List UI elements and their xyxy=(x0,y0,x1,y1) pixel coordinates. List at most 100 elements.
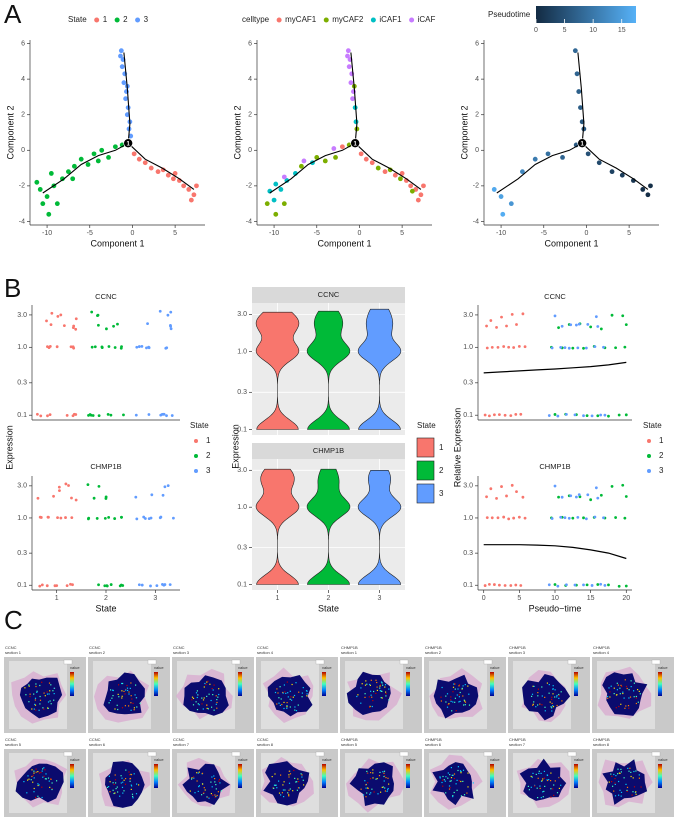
legend-label: 3 xyxy=(439,489,444,498)
spot xyxy=(558,697,560,699)
point xyxy=(497,583,501,587)
y-tick-label: 0.1 xyxy=(237,426,247,433)
spot xyxy=(537,704,539,706)
spot xyxy=(534,785,536,787)
point xyxy=(186,187,192,192)
point xyxy=(67,484,70,487)
point xyxy=(284,178,290,183)
spot xyxy=(286,707,288,709)
spot xyxy=(277,692,279,694)
point xyxy=(71,326,75,330)
spot xyxy=(462,685,464,687)
spot xyxy=(298,781,300,783)
tissue xyxy=(183,675,229,716)
spot xyxy=(628,689,630,691)
point xyxy=(59,516,63,520)
point xyxy=(34,179,40,185)
spot xyxy=(209,683,211,685)
spot xyxy=(456,779,458,781)
point xyxy=(509,584,513,587)
spot xyxy=(42,776,44,778)
spot xyxy=(450,767,452,769)
spot xyxy=(379,771,381,773)
point xyxy=(614,346,618,350)
spot xyxy=(129,780,131,782)
point xyxy=(66,169,71,175)
point xyxy=(71,345,75,349)
spot xyxy=(357,694,359,696)
y-tick-label: -2 xyxy=(473,183,479,190)
tissue xyxy=(522,674,571,721)
spot xyxy=(560,691,562,693)
branch-point xyxy=(123,138,133,148)
spot xyxy=(609,696,611,698)
point xyxy=(58,489,61,493)
spot xyxy=(366,792,368,794)
spot xyxy=(541,695,543,697)
x-tick-label: 2 xyxy=(327,595,331,602)
spot xyxy=(53,687,55,689)
spot xyxy=(214,794,216,796)
point xyxy=(576,346,580,350)
trajectory xyxy=(577,52,585,144)
spot xyxy=(369,684,371,686)
spot xyxy=(198,704,200,706)
spot xyxy=(539,787,541,789)
tile-section: section 8 xyxy=(257,742,274,747)
colorbar xyxy=(238,672,242,696)
x-tick-label: 3 xyxy=(378,595,382,602)
spot xyxy=(454,701,456,703)
spot xyxy=(383,772,385,774)
spot xyxy=(454,697,456,699)
spot xyxy=(625,783,627,785)
y-tick-label: 1.0 xyxy=(17,515,27,522)
point xyxy=(582,516,585,520)
spot xyxy=(617,684,619,686)
spot xyxy=(112,789,114,791)
spot xyxy=(292,696,294,698)
spot xyxy=(549,701,551,703)
spot xyxy=(365,784,367,786)
y-tick-label: -4 xyxy=(19,218,25,225)
spot xyxy=(620,703,622,705)
point xyxy=(521,495,525,499)
point xyxy=(490,516,494,520)
y-tick-label: 1.0 xyxy=(237,348,247,355)
spot xyxy=(220,790,223,792)
spot xyxy=(553,794,555,796)
spot xyxy=(274,773,276,775)
spot xyxy=(630,775,632,778)
point xyxy=(46,211,52,217)
point xyxy=(38,584,42,588)
spot xyxy=(288,782,291,784)
spot xyxy=(551,702,553,704)
y-tick-label: 0 xyxy=(21,147,25,154)
spot xyxy=(381,690,383,692)
point xyxy=(149,516,153,520)
spot xyxy=(206,796,208,798)
spot xyxy=(367,782,369,784)
spot xyxy=(464,700,466,702)
spot xyxy=(541,704,543,706)
spot xyxy=(536,787,538,789)
info-box xyxy=(147,751,157,757)
spot xyxy=(375,692,377,694)
spot xyxy=(620,791,623,793)
spot xyxy=(638,777,640,779)
x-tick-label: 0 xyxy=(482,595,486,602)
spot xyxy=(283,684,285,686)
point xyxy=(502,345,506,348)
point xyxy=(273,181,279,187)
legend-label: iCAF1 xyxy=(379,15,402,24)
spot xyxy=(132,702,134,704)
point xyxy=(623,345,627,349)
spot xyxy=(540,780,543,782)
spot xyxy=(548,779,550,781)
spot xyxy=(136,706,138,708)
spot xyxy=(276,703,278,705)
tissue xyxy=(349,762,394,806)
spot xyxy=(463,794,466,796)
point xyxy=(121,584,125,587)
y-tick-label: 2 xyxy=(21,112,25,119)
point xyxy=(112,144,118,150)
